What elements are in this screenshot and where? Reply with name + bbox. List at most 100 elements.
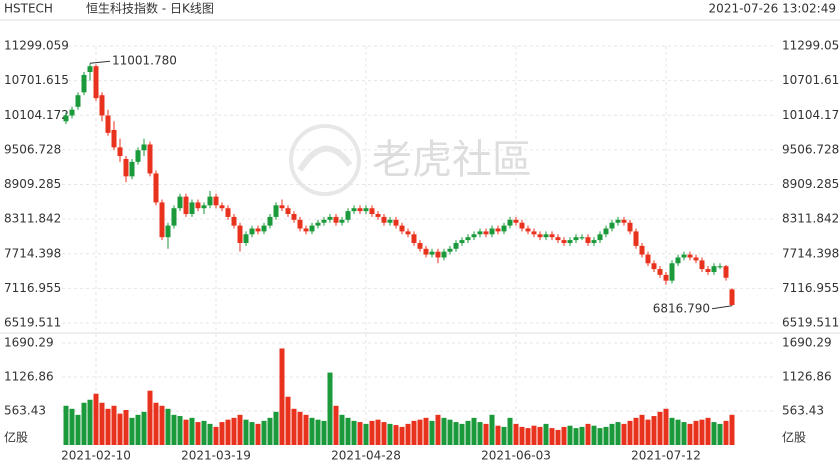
candle-body <box>219 205 225 209</box>
candle-body <box>213 196 219 206</box>
x-tick-label: 2021-06-03 <box>481 449 551 463</box>
volume-bar <box>405 423 411 445</box>
candle-body <box>189 202 195 215</box>
volume-bar <box>447 419 453 445</box>
candle-body <box>585 237 591 243</box>
y-tick-label: 6519.511 <box>4 316 61 330</box>
x-tick-label: 2021-04-28 <box>331 449 401 463</box>
max-pointer <box>89 60 111 64</box>
volume-bar <box>693 420 699 445</box>
candle-body <box>597 234 603 241</box>
volume-bar <box>117 413 123 445</box>
candle-body <box>627 222 633 232</box>
candle-body <box>105 115 111 133</box>
y-tick-label: 7116.955 <box>782 281 839 295</box>
volume-unit: 亿股 <box>782 430 806 445</box>
volume-bar <box>333 405 339 445</box>
volume-bar <box>261 420 267 445</box>
volume-bar <box>303 414 309 445</box>
volume-bar <box>615 422 621 445</box>
volume-bar <box>309 417 315 445</box>
volume-bar <box>183 419 189 445</box>
candle-body <box>489 228 495 235</box>
candle-body <box>303 228 309 232</box>
y-tick-label: 10104.172 <box>4 108 69 122</box>
volume-bar <box>297 411 303 445</box>
volume-bar <box>159 405 165 445</box>
symbol: HSTECH <box>4 2 53 16</box>
candle-body <box>459 240 465 243</box>
volume-bar <box>177 416 183 445</box>
volume-bar <box>369 420 375 445</box>
volume-bar <box>219 422 225 445</box>
volume-bar <box>633 417 639 445</box>
volume-bar <box>147 390 153 445</box>
volume-tick-label: 563.43 <box>4 404 46 418</box>
volume-bar <box>669 417 675 445</box>
candle-body <box>111 129 117 148</box>
volume-bar <box>153 402 159 445</box>
candle-body <box>705 269 711 272</box>
candle-body <box>591 240 597 243</box>
candle-body <box>441 251 447 258</box>
candle-body <box>375 214 381 217</box>
volume-tick-label: 1126.86 <box>782 370 832 384</box>
volume-bar <box>531 425 537 445</box>
candle-body <box>669 263 675 281</box>
candle-body <box>465 237 471 241</box>
candle-body <box>681 254 687 258</box>
volume-bar <box>573 428 579 445</box>
candle-body <box>237 225 243 243</box>
candle-body <box>429 251 435 255</box>
volume-tick-label: 1690.29 <box>782 336 832 350</box>
volume-bar <box>237 414 243 445</box>
y-tick-label: 11299.059 <box>4 39 69 53</box>
watermark-logo <box>289 124 361 196</box>
volume-bar <box>579 426 585 445</box>
candle-body <box>603 228 609 235</box>
volume-bar <box>429 420 435 445</box>
volume-bar <box>207 423 213 445</box>
candle-body <box>369 208 375 215</box>
volume-bar <box>417 419 423 445</box>
candle-body <box>471 234 477 238</box>
candle-body <box>657 269 663 275</box>
candle-body <box>435 251 441 258</box>
candle-body <box>609 222 615 229</box>
candle-body <box>639 245 645 255</box>
candle-body <box>729 289 735 306</box>
candle-body <box>99 95 105 116</box>
candle-body <box>81 74 87 93</box>
volume-bar <box>249 422 255 445</box>
candle-body <box>231 216 237 226</box>
candle-body <box>357 208 363 212</box>
volume-bar <box>87 399 93 445</box>
volume-bar <box>201 420 207 445</box>
volume-bar <box>555 429 561 445</box>
candle-body <box>645 254 651 264</box>
candle-body <box>129 161 135 177</box>
volume-tick-label: 563.43 <box>782 404 824 418</box>
candle-body <box>717 266 723 268</box>
volume-bar <box>453 422 459 445</box>
x-tick-label: 2021-03-19 <box>181 449 251 463</box>
candle-body <box>633 231 639 246</box>
volume-tick-label: 1126.86 <box>4 370 54 384</box>
candle-body <box>123 158 129 177</box>
volume-bar <box>645 419 651 445</box>
volume-bar <box>291 408 297 445</box>
candle-body <box>309 225 315 232</box>
volume-bar <box>243 419 249 445</box>
candle-body <box>261 225 267 232</box>
candle-body <box>567 240 573 243</box>
candle-body <box>255 228 261 232</box>
volume-bar <box>105 408 111 445</box>
y-tick-label: 11299.059 <box>782 39 840 53</box>
volume-bar <box>345 417 351 445</box>
y-tick-label: 9506.728 <box>4 142 61 156</box>
volume-bar <box>273 411 279 445</box>
candle-body <box>297 219 303 229</box>
candle-body <box>207 196 213 206</box>
candle-body <box>363 208 369 212</box>
